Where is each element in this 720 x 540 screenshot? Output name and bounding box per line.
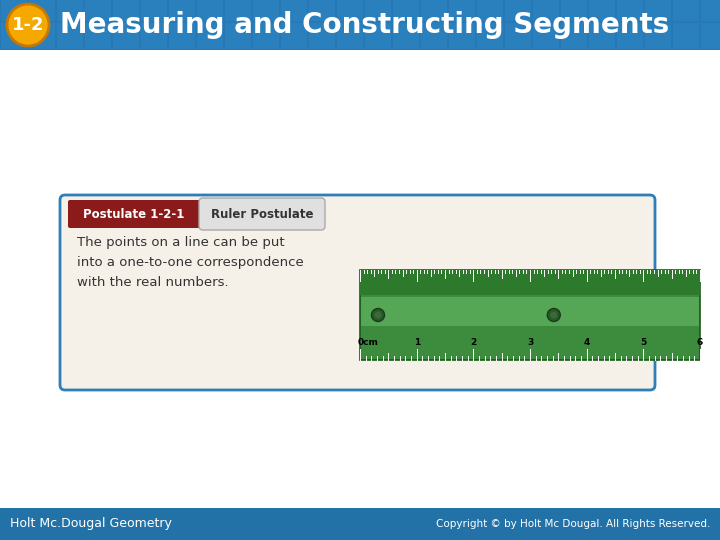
FancyBboxPatch shape <box>360 270 700 360</box>
Text: Ruler Postulate: Ruler Postulate <box>211 207 313 220</box>
FancyBboxPatch shape <box>309 0 335 21</box>
FancyBboxPatch shape <box>477 23 503 49</box>
FancyBboxPatch shape <box>85 0 111 21</box>
FancyBboxPatch shape <box>197 0 223 21</box>
FancyBboxPatch shape <box>1 23 27 49</box>
FancyBboxPatch shape <box>85 23 111 49</box>
FancyBboxPatch shape <box>421 0 447 21</box>
Circle shape <box>372 308 384 321</box>
FancyBboxPatch shape <box>477 0 503 21</box>
FancyBboxPatch shape <box>29 23 55 49</box>
Text: Copyright © by Holt Mc Dougal. All Rights Reserved.: Copyright © by Holt Mc Dougal. All Right… <box>436 519 710 529</box>
FancyBboxPatch shape <box>365 0 391 21</box>
FancyBboxPatch shape <box>589 0 615 21</box>
FancyBboxPatch shape <box>57 0 83 21</box>
FancyBboxPatch shape <box>701 23 720 49</box>
FancyBboxPatch shape <box>589 23 615 49</box>
FancyBboxPatch shape <box>561 23 587 49</box>
FancyBboxPatch shape <box>0 0 720 50</box>
FancyBboxPatch shape <box>365 23 391 49</box>
FancyBboxPatch shape <box>309 23 335 49</box>
FancyBboxPatch shape <box>449 0 475 21</box>
FancyBboxPatch shape <box>63 198 656 391</box>
FancyBboxPatch shape <box>141 0 167 21</box>
FancyBboxPatch shape <box>197 23 223 49</box>
FancyBboxPatch shape <box>60 195 655 390</box>
FancyBboxPatch shape <box>29 0 55 21</box>
FancyBboxPatch shape <box>0 508 720 540</box>
FancyBboxPatch shape <box>113 0 139 21</box>
FancyBboxPatch shape <box>533 0 559 21</box>
FancyBboxPatch shape <box>561 0 587 21</box>
Text: 5: 5 <box>640 338 647 347</box>
FancyBboxPatch shape <box>281 23 307 49</box>
FancyBboxPatch shape <box>253 23 279 49</box>
Text: The points on a line can be put
into a one-to-one correspondence
with the real n: The points on a line can be put into a o… <box>77 236 304 289</box>
FancyBboxPatch shape <box>393 0 419 21</box>
FancyBboxPatch shape <box>68 200 200 228</box>
Text: Measuring and Constructing Segments: Measuring and Constructing Segments <box>60 11 670 39</box>
FancyBboxPatch shape <box>1 0 27 21</box>
FancyBboxPatch shape <box>449 23 475 49</box>
FancyBboxPatch shape <box>57 23 83 49</box>
FancyBboxPatch shape <box>505 0 531 21</box>
FancyBboxPatch shape <box>673 0 699 21</box>
FancyBboxPatch shape <box>361 297 699 326</box>
FancyBboxPatch shape <box>281 0 307 21</box>
FancyBboxPatch shape <box>617 23 643 49</box>
FancyBboxPatch shape <box>645 23 671 49</box>
FancyBboxPatch shape <box>113 23 139 49</box>
Text: 2: 2 <box>470 338 477 347</box>
FancyBboxPatch shape <box>673 23 699 49</box>
Text: 6: 6 <box>697 338 703 347</box>
FancyBboxPatch shape <box>617 0 643 21</box>
Text: 4: 4 <box>583 338 590 347</box>
FancyBboxPatch shape <box>141 23 167 49</box>
FancyBboxPatch shape <box>253 0 279 21</box>
FancyBboxPatch shape <box>337 0 363 21</box>
FancyBboxPatch shape <box>337 23 363 49</box>
FancyBboxPatch shape <box>421 23 447 49</box>
FancyBboxPatch shape <box>360 270 700 295</box>
FancyBboxPatch shape <box>533 23 559 49</box>
FancyBboxPatch shape <box>199 198 325 230</box>
FancyBboxPatch shape <box>645 0 671 21</box>
Text: 3: 3 <box>527 338 533 347</box>
Circle shape <box>374 312 382 319</box>
Circle shape <box>7 4 49 46</box>
Text: Postulate 1-2-1: Postulate 1-2-1 <box>84 207 185 220</box>
FancyBboxPatch shape <box>225 23 251 49</box>
Text: 0cm: 0cm <box>358 338 379 347</box>
FancyBboxPatch shape <box>701 0 720 21</box>
Text: Holt Mc.Dougal Geometry: Holt Mc.Dougal Geometry <box>10 517 172 530</box>
FancyBboxPatch shape <box>505 23 531 49</box>
FancyBboxPatch shape <box>393 23 419 49</box>
Text: 1: 1 <box>413 338 420 347</box>
FancyBboxPatch shape <box>225 0 251 21</box>
FancyBboxPatch shape <box>169 23 195 49</box>
Circle shape <box>550 312 557 319</box>
Circle shape <box>547 308 560 321</box>
FancyBboxPatch shape <box>169 0 195 21</box>
Text: 1-2: 1-2 <box>12 16 44 34</box>
